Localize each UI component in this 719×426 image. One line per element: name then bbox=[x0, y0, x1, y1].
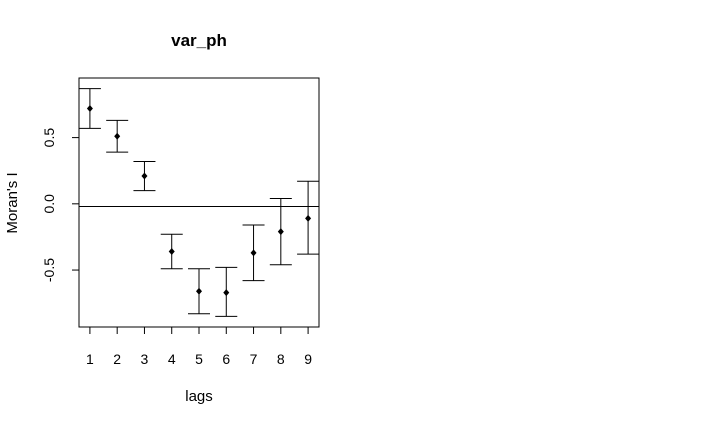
point-lag-7 bbox=[250, 249, 257, 257]
chart-title: var_ph bbox=[171, 31, 227, 50]
x-tick-label-4: 4 bbox=[168, 351, 176, 367]
x-tick-label-8: 8 bbox=[277, 351, 285, 367]
point-lag-8 bbox=[277, 228, 284, 236]
x-axis-label: lags bbox=[185, 388, 213, 405]
point-lag-9 bbox=[305, 214, 312, 222]
point-lag-4 bbox=[168, 248, 175, 256]
y-axis-label: Moran's I bbox=[4, 172, 21, 233]
y-tick-label-0.5: 0.5 bbox=[41, 128, 57, 148]
point-lag-5 bbox=[196, 287, 202, 295]
x-tick-label-9: 9 bbox=[304, 351, 312, 367]
y-tick-label-0.0: 0.0 bbox=[41, 194, 57, 214]
x-tick-label-1: 1 bbox=[86, 351, 94, 367]
plot-marks: 1 2 3 4 5 6 7 8 9 -0.5 0.0 0.5 bbox=[41, 88, 320, 367]
x-tick-label-3: 3 bbox=[141, 351, 149, 367]
point-lag-2 bbox=[114, 132, 121, 140]
point-lag-6 bbox=[223, 289, 230, 297]
x-tick-label-6: 6 bbox=[222, 351, 230, 367]
x-tick-label-7: 7 bbox=[250, 351, 258, 367]
point-lag-3 bbox=[141, 172, 148, 180]
x-tick-label-2: 2 bbox=[113, 351, 121, 367]
x-tick-label-5: 5 bbox=[195, 351, 203, 367]
point-lag-1 bbox=[86, 104, 93, 112]
y-tick-label--0.5: -0.5 bbox=[41, 258, 57, 282]
